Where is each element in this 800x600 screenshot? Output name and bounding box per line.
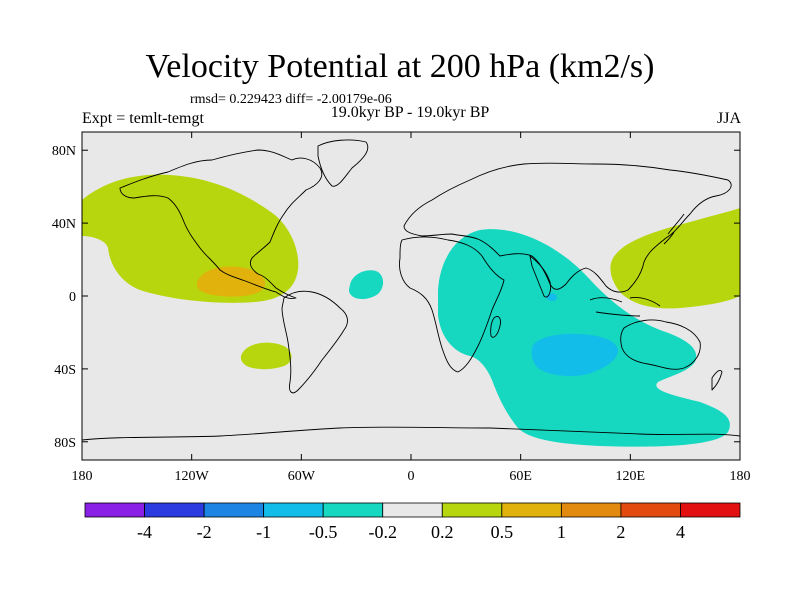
coastline-africa: [399, 236, 505, 373]
contour-positive-west-pacific: [610, 208, 740, 309]
colorbar-swatch: [620, 502, 681, 518]
colorbar-label: 2: [616, 522, 625, 542]
plot-title: Velocity Potential at 200 hPa (km2/s): [145, 48, 655, 85]
lat-tick-label: 80N: [52, 144, 76, 159]
coastline-new-zealand: [711, 369, 723, 391]
colorbar: -4 -2 -1 -0.5 -0.2 0.2 0.5 1 2 4: [84, 502, 741, 542]
coastline-madagascar: [490, 315, 501, 338]
colorbar-swatch: [382, 502, 443, 518]
lat-tick-label: 80S: [54, 436, 76, 451]
contour-negative-indian-core: [531, 333, 618, 376]
colorbar-swatch: [501, 502, 562, 518]
colorbar-label: 1: [557, 522, 566, 542]
colorbar-swatch: [322, 502, 384, 518]
lon-tick-label: 180: [730, 469, 751, 484]
coastline-australia: [620, 319, 701, 370]
coastline-north-america: [119, 149, 323, 299]
colorbar-swatch: [560, 502, 622, 518]
coastline-india: [529, 255, 551, 298]
contour-positive-south-america: [240, 342, 292, 370]
season-label: JJA: [716, 110, 741, 127]
colorbar-label: 0.2: [431, 522, 454, 542]
axis-ticks: 180 120W 60W 0 60E 120E 180 80N 40N 0 40S 80S: [52, 132, 751, 484]
coastline-eurasia: [403, 162, 732, 293]
lon-tick-label: 0: [408, 469, 415, 484]
stats-line: rmsd= 0.229423 diff= -2.00179e-06: [190, 92, 392, 107]
experiment-label: Expt = temlt-temgt: [82, 110, 204, 127]
colorbar-swatch: [144, 502, 205, 518]
colorbar-swatch: [84, 502, 145, 518]
contour-fill: [82, 139, 740, 447]
colorbar-label: -2: [197, 522, 212, 542]
lat-tick-label: 40N: [52, 217, 76, 232]
lon-tick-label: 60E: [509, 469, 532, 484]
colorbar-label: -4: [137, 522, 152, 542]
colorbar-swatch: [441, 502, 503, 518]
coastline-south-america: [281, 290, 348, 394]
lon-tick-label: 60W: [288, 469, 316, 484]
coastline-antarctica: [82, 426, 740, 441]
contour-negative-atlantic: [349, 270, 384, 300]
colorbar-label: -0.5: [309, 522, 338, 542]
lat-tick-label: 0: [69, 290, 76, 305]
colorbar-swatch: [680, 502, 741, 518]
lon-tick-label: 120E: [616, 469, 646, 484]
coastline-greenland: [317, 139, 369, 187]
lon-tick-label: 120W: [175, 469, 210, 484]
period-label: 19.0kyr BP - 19.0kyr BP: [330, 104, 490, 121]
coastline-japan: [663, 213, 685, 245]
coastline-indonesia: [589, 297, 661, 317]
colorbar-swatch: [203, 502, 265, 518]
contour-positive-pacific-core: [196, 266, 266, 297]
colorbar-label: 4: [676, 522, 685, 542]
lon-tick-label: 180: [72, 469, 93, 484]
lat-tick-label: 40S: [54, 363, 76, 378]
coastlines: [82, 139, 740, 441]
colorbar-label: 0.5: [491, 522, 514, 542]
colorbar-label: -1: [256, 522, 271, 542]
colorbar-swatch: [263, 502, 324, 518]
colorbar-label: -0.2: [368, 522, 397, 542]
